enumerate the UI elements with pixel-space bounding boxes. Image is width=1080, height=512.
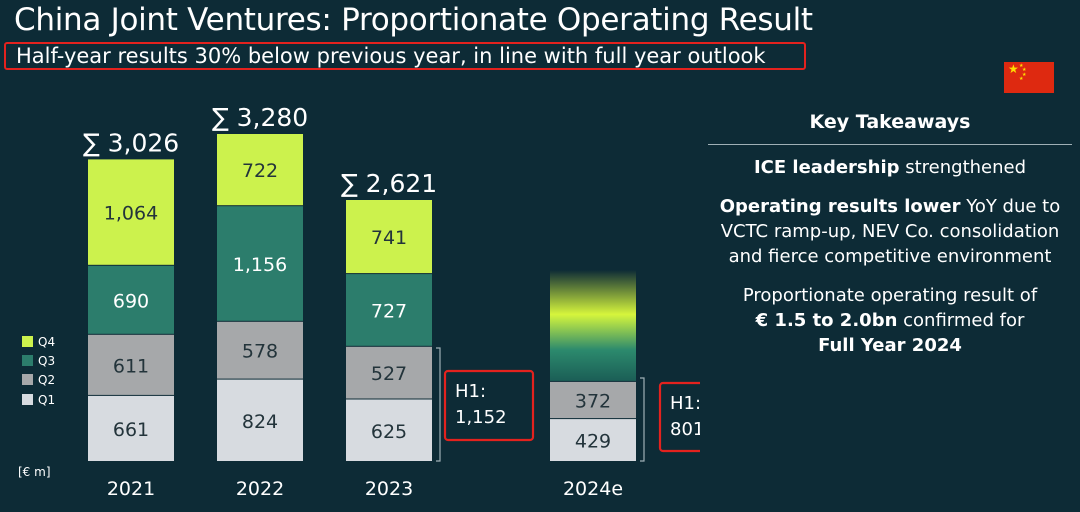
data-label-q2-2024e: 372 <box>575 391 611 413</box>
h1-annotation-box-2024e <box>658 381 700 453</box>
x-tick-label-2023: 2023 <box>365 478 413 500</box>
h1-bracket-2023 <box>436 347 441 462</box>
legend-swatch-q2 <box>22 374 33 385</box>
data-label-q3-2023: 727 <box>371 300 407 322</box>
bar-segment-q2-2021 <box>88 334 174 395</box>
data-label-q3-2021: 690 <box>113 290 149 312</box>
takeaway-2-text: YoY due to VCTC ramp-up, NEV Co. consoli… <box>720 196 1061 267</box>
bar-segment-q1-2021 <box>88 395 174 461</box>
legend-swatch-q3 <box>22 355 33 366</box>
data-label-q4-2021: 1,064 <box>104 203 158 225</box>
bar-segment-q3-2022 <box>217 206 303 321</box>
takeaway-outlook: Proportionate operating result of € 1.5 … <box>708 283 1072 358</box>
key-takeaways-heading: Key Takeaways <box>708 110 1072 145</box>
bar-segment-q4-2021 <box>88 159 174 265</box>
china-flag-icon: ★ ★ ★ ★ ★ <box>1004 62 1054 93</box>
h1-annotation-value-2023: 1,152 <box>455 407 507 428</box>
takeaway-3-bold-year: Full Year 2024 <box>818 335 962 356</box>
legend-swatch-q1 <box>22 394 33 405</box>
x-tick-label-2021: 2021 <box>107 478 155 500</box>
bar-segment-q2-2024e <box>550 381 636 419</box>
data-label-q2-2023: 527 <box>371 363 407 385</box>
total-label-2021: ∑ 3,026 <box>83 128 179 157</box>
bar-segment-q4-2023 <box>346 200 432 274</box>
x-tick-label-2024e: 2024e <box>563 478 623 500</box>
bar-segment-q4-2022 <box>217 134 303 206</box>
takeaway-1-bold: ICE leadership <box>753 157 900 178</box>
takeaway-3-bold-range: € 1.5 to 2.0bn <box>755 310 898 331</box>
data-label-q3-2022: 1,156 <box>233 254 287 276</box>
takeaway-3-text-b: confirmed for <box>897 310 1025 331</box>
data-label-q1-2021: 661 <box>113 419 149 441</box>
outlook-bar-2024e <box>550 270 636 381</box>
unit-label: [€ m] <box>18 465 51 479</box>
bar-segment-q1-2023 <box>346 399 432 461</box>
data-label-q1-2024e: 429 <box>575 431 611 453</box>
data-label-q2-2022: 578 <box>242 341 278 363</box>
h1-annotation-title-2024e: H1: <box>670 393 700 414</box>
legend-label-q4: Q4 <box>38 335 55 349</box>
takeaway-3-text-a: Proportionate operating result of <box>742 285 1038 306</box>
bar-segment-q2-2022 <box>217 321 303 379</box>
h1-annotation-title-2023: H1: <box>455 381 486 402</box>
data-label-q4-2022: 722 <box>242 160 278 182</box>
subtitle-highlight: Half-year results 30% below previous yea… <box>4 42 806 70</box>
data-label-q4-2023: 741 <box>371 227 407 249</box>
data-label-q1-2023: 625 <box>371 421 407 443</box>
bar-segment-q3-2023 <box>346 274 432 346</box>
data-label-q1-2022: 824 <box>242 411 278 433</box>
bar-segment-q3-2021 <box>88 265 174 334</box>
h1-annotation-value-2024e: 801 (-30%) <box>670 419 700 440</box>
takeaway-2-bold: Operating results lower <box>719 196 961 217</box>
bar-segment-q1-2024e <box>550 419 636 461</box>
key-takeaways-panel: Key Takeaways ICE leadership strengthene… <box>708 110 1072 372</box>
total-label-2023: ∑ 2,621 <box>341 169 437 198</box>
bar-segment-q1-2022 <box>217 379 303 461</box>
total-label-2022: ∑ 3,280 <box>212 103 308 132</box>
takeaway-1-text: strengthened <box>899 157 1027 178</box>
h1-bracket-2024e <box>640 377 645 462</box>
h1-annotation-box-2023 <box>443 369 535 442</box>
legend-label-q3: Q3 <box>38 354 55 368</box>
bar-segment-q2-2023 <box>346 346 432 399</box>
x-tick-label-2022: 2022 <box>236 478 284 500</box>
legend-label-q2: Q2 <box>38 373 55 387</box>
legend-label-q1: Q1 <box>38 393 55 407</box>
page-title: China Joint Ventures: Proportionate Oper… <box>14 2 813 38</box>
data-label-q2-2021: 611 <box>113 355 149 377</box>
takeaway-operating-results: Operating results lower YoY due to VCTC … <box>708 194 1072 269</box>
takeaway-ice-leadership: ICE leadership strengthened <box>708 155 1072 180</box>
legend-swatch-q4 <box>22 336 33 347</box>
stacked-bar-chart: 661 611 690 1,064 ∑ 3,026 2021 824 578 1,156 722 ∑… <box>18 103 700 500</box>
